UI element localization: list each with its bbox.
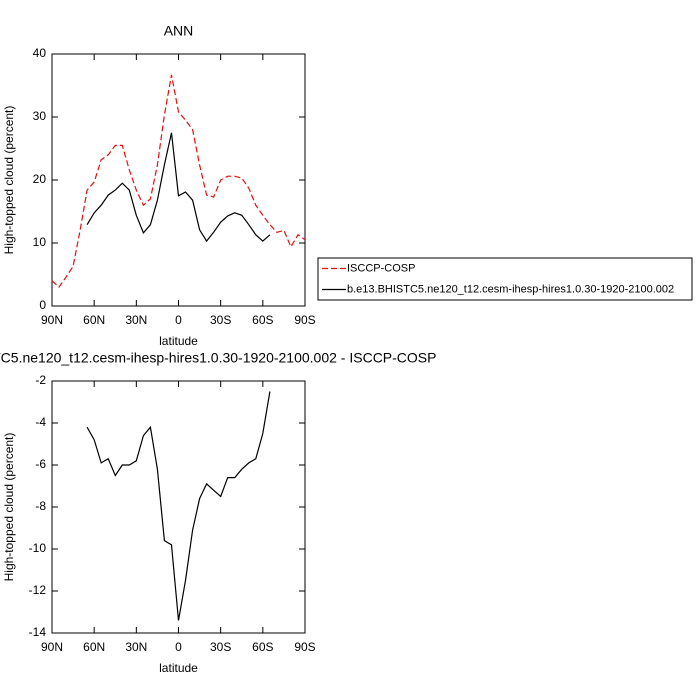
x-tick-label: 60N — [83, 640, 105, 654]
x-tick-label: 30N — [125, 640, 147, 654]
series-line — [86, 132, 271, 243]
x-tick-label: 90N — [41, 640, 63, 654]
legend-box — [317, 257, 693, 301]
series-line — [86, 391, 271, 621]
x-axis-label: latitude — [159, 661, 198, 675]
y-tick-label: 30 — [33, 109, 47, 123]
x-tick-label: 0 — [175, 313, 182, 327]
y-tick-label: 40 — [33, 46, 47, 60]
x-tick-label: 0 — [175, 640, 182, 654]
y-tick-label: -6 — [35, 457, 46, 471]
y-tick-label: -8 — [35, 499, 46, 513]
x-tick-label: 30N — [125, 313, 147, 327]
x-tick-label: 90S — [294, 640, 315, 654]
y-tick-label: 10 — [33, 235, 47, 249]
x-axis-label: latitude — [159, 334, 198, 348]
legend-label: b.e13.BHISTC5.ne120_t12.cesm-ihesp-hires… — [347, 283, 674, 295]
y-tick-label: 0 — [39, 298, 46, 312]
chart-title: b.e13.BHISTC5.ne120_t12.cesm-ihesp-hires… — [0, 350, 436, 366]
x-tick-label: 60S — [252, 640, 273, 654]
x-tick-label: 60N — [83, 313, 105, 327]
x-tick-label: 90N — [41, 313, 63, 327]
x-tick-label: 30S — [210, 640, 231, 654]
x-tick-label: 30S — [210, 313, 231, 327]
y-axis-label: High-topped cloud (percent) — [2, 106, 16, 255]
y-tick-label: -14 — [29, 625, 47, 639]
y-tick-label: -10 — [29, 541, 47, 555]
x-tick-label: 90S — [294, 313, 315, 327]
plot-frame — [51, 380, 306, 634]
y-tick-label: -4 — [35, 415, 46, 429]
y-tick-label: -12 — [29, 583, 47, 597]
series-line — [51, 74, 306, 288]
x-tick-label: 60S — [252, 313, 273, 327]
chart-title: ANN — [164, 23, 194, 39]
plot-frame — [51, 53, 306, 307]
y-tick-label: -2 — [35, 373, 46, 387]
y-tick-label: 20 — [33, 172, 47, 186]
y-axis-label: High-topped cloud (percent) — [2, 433, 16, 582]
legend-label: ISCCP-COSP — [347, 262, 415, 274]
